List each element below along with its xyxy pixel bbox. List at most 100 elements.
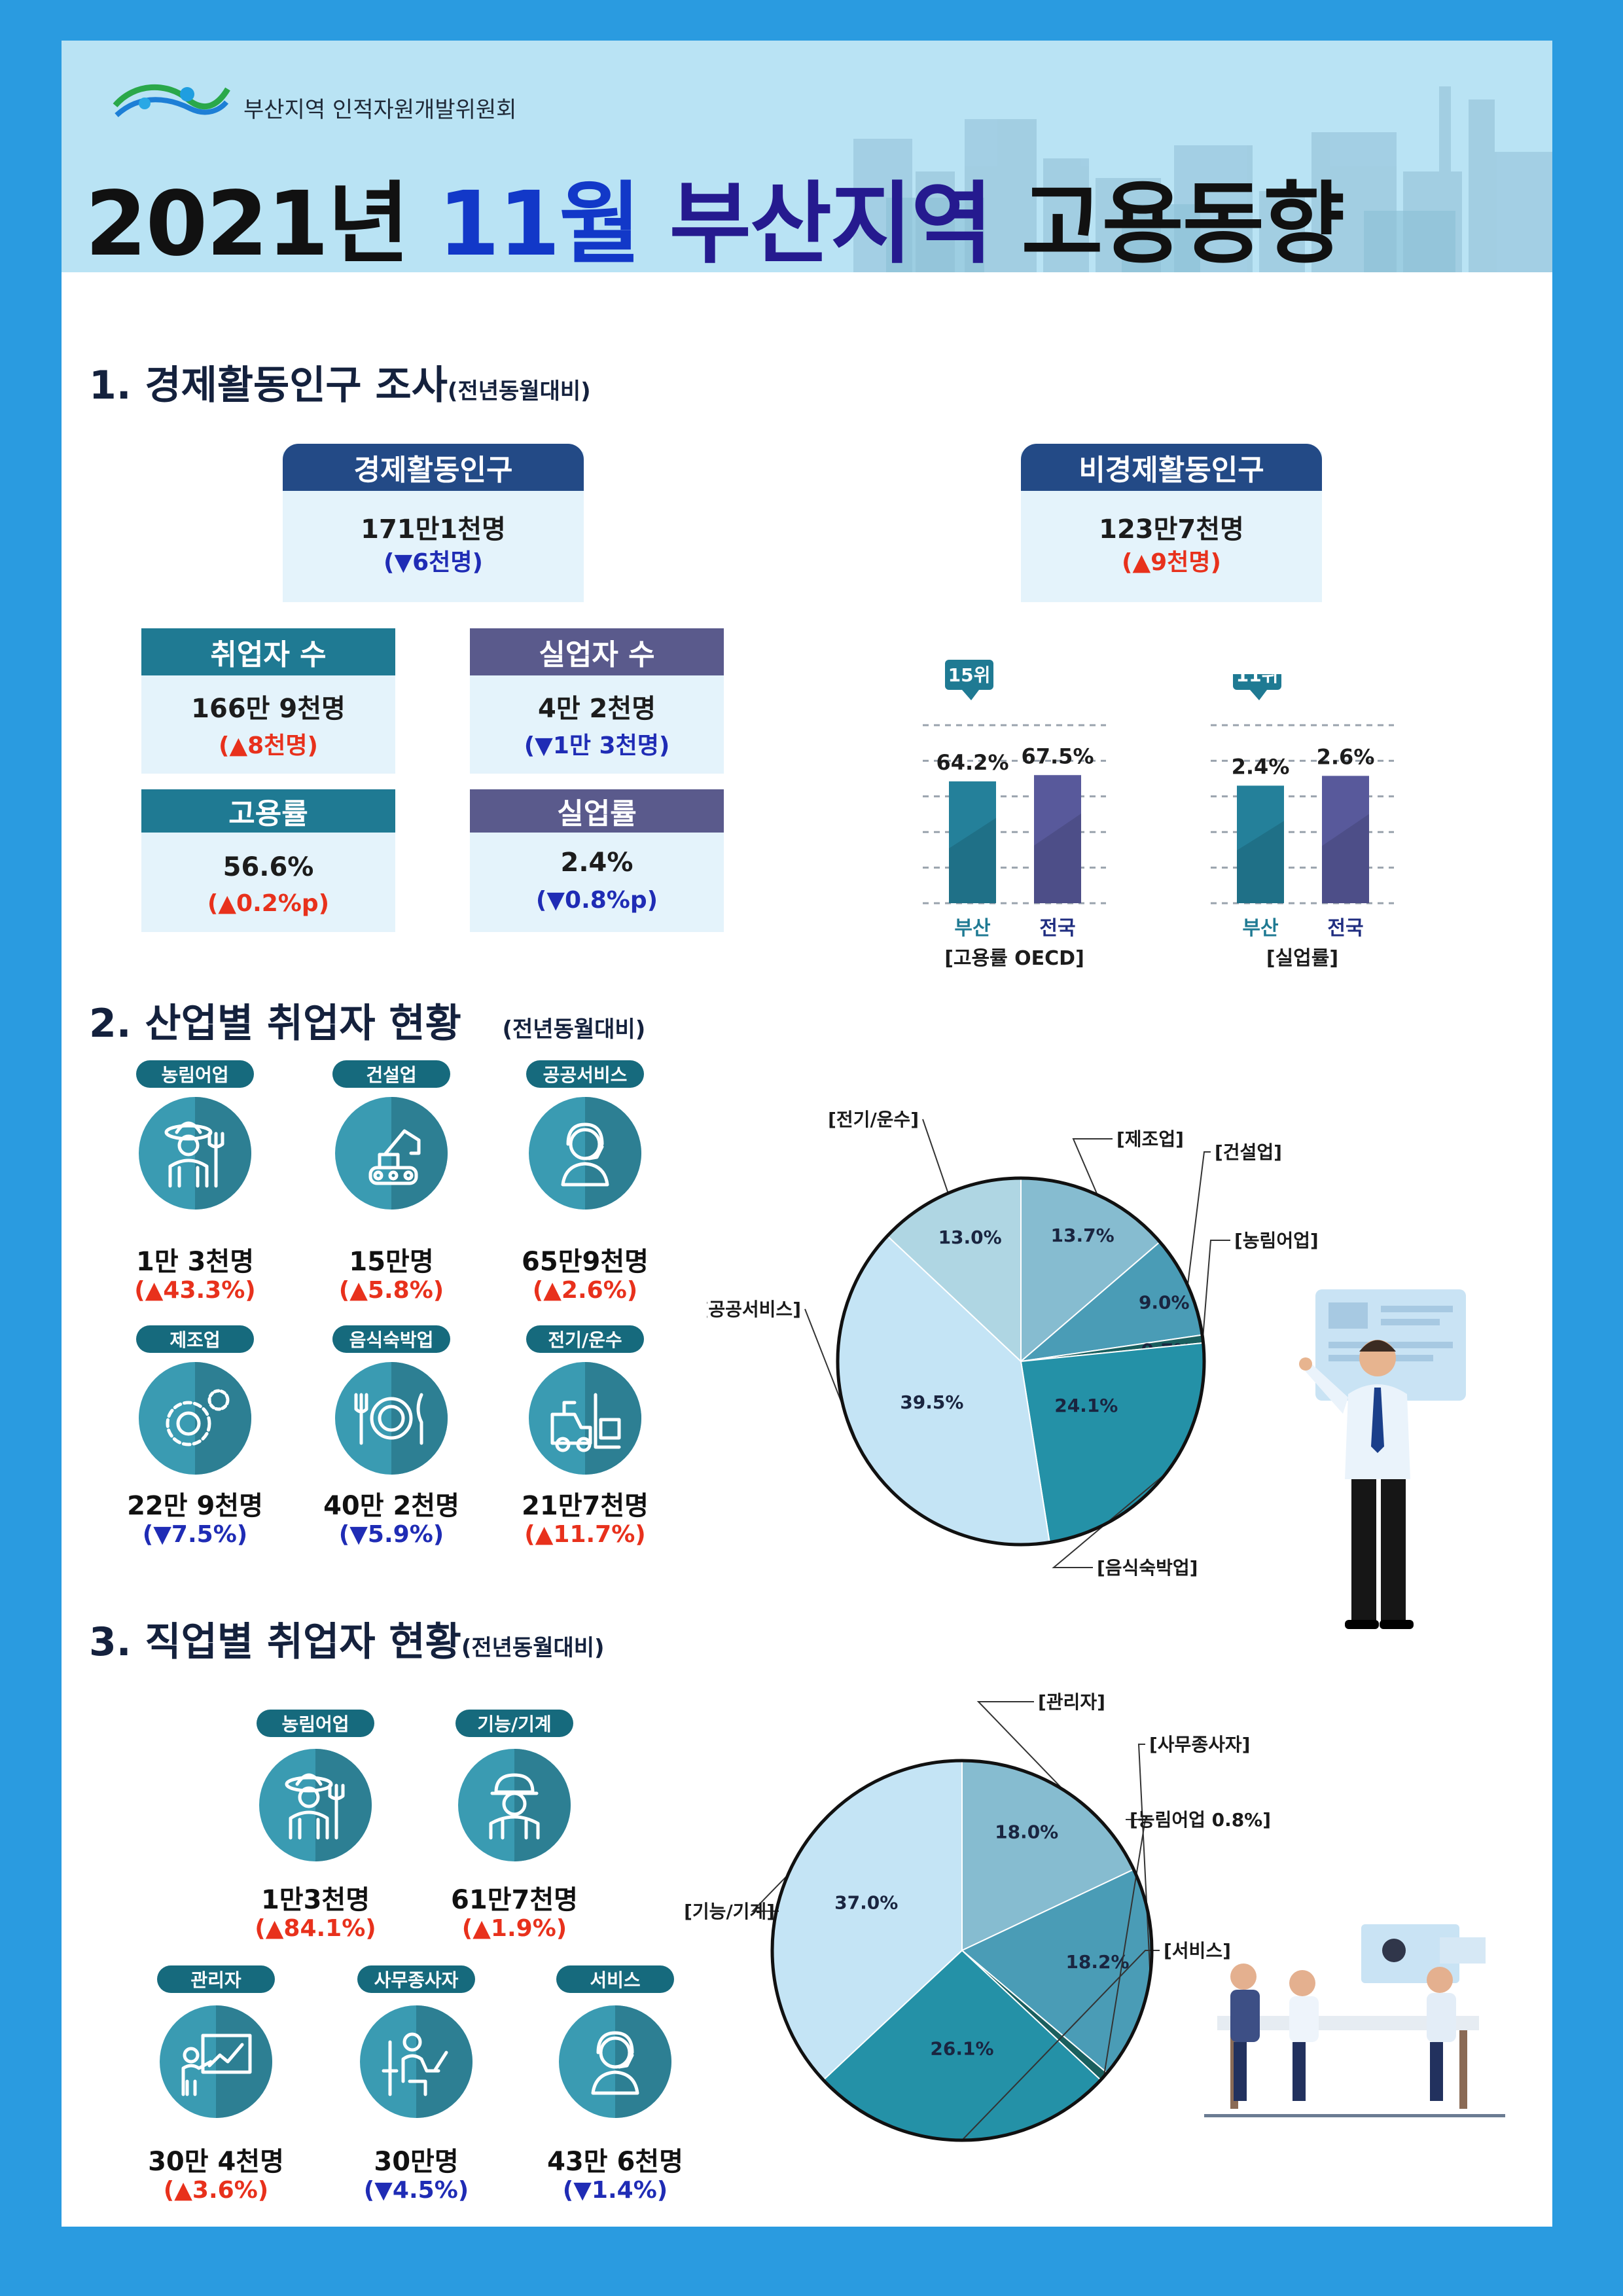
pie-category-label: [관리자] bbox=[1038, 1691, 1105, 1713]
category-icon bbox=[458, 1749, 571, 1861]
category-icon bbox=[559, 2005, 671, 2118]
category-change: (▲5.8%) bbox=[338, 1277, 444, 1304]
category-value: 30만 4천명 bbox=[148, 2147, 284, 2177]
header-banner bbox=[62, 41, 1552, 272]
employed-value: 166만 9천명 bbox=[191, 694, 346, 724]
category-change: (▼5.9%) bbox=[338, 1521, 444, 1548]
category-change: (▲11.7%) bbox=[524, 1521, 646, 1548]
page-title: 2021년 11월 부산지역 고용동향 bbox=[85, 152, 1345, 281]
active-pop-value: 171만1천명 bbox=[361, 514, 506, 545]
pie-value-label: 26.1% bbox=[930, 2038, 993, 2060]
category-change: (▲1.9%) bbox=[461, 1915, 567, 1942]
pie-leader-line bbox=[1072, 1138, 1113, 1195]
category-pill: 전기/운수 bbox=[526, 1325, 644, 1353]
title-rest: 고용동향 bbox=[1021, 173, 1345, 276]
pie-value-label: 9.0% bbox=[1139, 1292, 1190, 1314]
bar-rect bbox=[1237, 785, 1284, 903]
category-change: (▼4.5%) bbox=[363, 2177, 469, 2204]
bar-shade bbox=[1237, 821, 1284, 903]
employment-rate-label: 고용률 bbox=[141, 789, 395, 833]
category-change: (▲3.6%) bbox=[163, 2177, 269, 2204]
title-region: 부산지역 bbox=[669, 173, 993, 276]
bar-rect bbox=[949, 781, 996, 903]
section3-title-text: 3. 직업별 취업자 현황 bbox=[89, 1619, 461, 1665]
category-value: 40만 2천명 bbox=[323, 1491, 459, 1521]
category-value: 1만3천명 bbox=[260, 1885, 370, 1915]
pie-leader-line bbox=[751, 1874, 789, 1912]
organization-logo bbox=[113, 84, 230, 118]
title-month: 11월 bbox=[438, 173, 641, 276]
category-pill: 공공서비스 bbox=[526, 1060, 644, 1088]
industry-pie-chart: 13.7%[제조업]9.0%[건설업]0.7%[농림어업]24.1%[음식숙박업… bbox=[707, 1109, 1319, 1579]
section3-title: 3. 직업별 취업자 현황(전년동월대비) bbox=[89, 1610, 605, 1667]
category-icon bbox=[139, 1097, 251, 1210]
category-change: (▲2.6%) bbox=[532, 1277, 638, 1304]
employment-rate-value: 56.6% bbox=[223, 852, 314, 882]
pie-category-label: [제조업] bbox=[1116, 1128, 1184, 1150]
pie-leader-line bbox=[1052, 1473, 1167, 1568]
category-value: 43만 6천명 bbox=[547, 2147, 683, 2177]
category-pill: 음식숙박업 bbox=[332, 1325, 450, 1353]
bar-category-label: 부산 bbox=[954, 917, 991, 940]
pie-category-label: [서비스] bbox=[1164, 1940, 1231, 1962]
unemployed-label: 실업자 수 bbox=[470, 628, 724, 675]
active-pop-change: (▼6천명) bbox=[383, 549, 483, 576]
unemployed-change: (▼1만 3천명) bbox=[524, 732, 670, 759]
category-pill: 서비스 bbox=[556, 1965, 674, 1993]
bar-rect bbox=[1322, 776, 1369, 903]
section2-title-text: 2. 산업별 취업자 현황 bbox=[89, 1001, 461, 1047]
category-icon bbox=[139, 1362, 251, 1475]
meeting-illustration bbox=[1204, 1924, 1505, 2117]
category-value: 30만명 bbox=[374, 2147, 459, 2177]
pie-value-label: 13.0% bbox=[938, 1227, 1002, 1248]
unemployment-rate-label: 실업률 bbox=[470, 789, 724, 833]
section1-subtitle: (전년동월대비) bbox=[447, 378, 591, 404]
inactive-pop-value: 123만7천명 bbox=[1099, 514, 1244, 545]
unemployed-value: 4만 2천명 bbox=[538, 694, 656, 724]
bar-1 bbox=[1034, 775, 1081, 903]
pie-leader-line bbox=[1186, 1151, 1211, 1286]
bar-value-label: 2.4% bbox=[1232, 754, 1290, 779]
pie-value-label: 39.5% bbox=[900, 1391, 963, 1413]
pie-category-label: [건설업] bbox=[1215, 1141, 1282, 1163]
inactive-pop-change: (▲9천명) bbox=[1122, 549, 1221, 576]
category-pill: 기능/기계 bbox=[455, 1710, 573, 1737]
bar-0 bbox=[949, 781, 996, 903]
bar-chart-xlabel: [실업률] bbox=[1266, 947, 1338, 970]
bar-category-label: 부산 bbox=[1242, 917, 1279, 940]
pie-leader-line bbox=[922, 1119, 949, 1194]
pie-leader-line bbox=[961, 1950, 1160, 2141]
unemployment-rate-value: 2.4% bbox=[560, 848, 633, 878]
bar-value-label: 64.2% bbox=[936, 750, 1008, 775]
category-pill: 제조업 bbox=[136, 1325, 254, 1353]
category-value: 15만명 bbox=[349, 1247, 434, 1277]
bar-rect bbox=[1034, 775, 1081, 903]
rank-badge: 11위 bbox=[1233, 674, 1281, 700]
bar-shade bbox=[1034, 813, 1081, 903]
pie-value-label: 18.0% bbox=[995, 1821, 1058, 1843]
employment-rate-change: (▲0.2%p) bbox=[207, 890, 330, 917]
pie-value-label: 24.1% bbox=[1054, 1395, 1118, 1416]
bar-shade bbox=[1322, 814, 1369, 903]
pie-value-label: 13.7% bbox=[1051, 1225, 1115, 1246]
bar-chart-xlabel: [고용률 OECD] bbox=[944, 947, 1084, 970]
pie-value-label: 18.2% bbox=[1065, 1951, 1129, 1973]
bar-1 bbox=[1322, 776, 1369, 903]
pie-category-label: [음식숙박업] bbox=[1097, 1557, 1198, 1579]
pie-leader-line bbox=[1202, 1240, 1230, 1339]
pie-leader-line bbox=[1137, 1744, 1151, 1975]
category-value: 1만 3천명 bbox=[136, 1247, 254, 1277]
category-icon bbox=[529, 1362, 641, 1475]
bar-value-label: 2.6% bbox=[1317, 744, 1375, 769]
pie-slice bbox=[1020, 1342, 1205, 1543]
rank-badge: 15위 bbox=[945, 660, 993, 700]
category-icon bbox=[160, 2005, 272, 2118]
bar-category-label: 전국 bbox=[1039, 917, 1075, 940]
section1-title: 1. 경제활동인구 조사(전년동월대비) bbox=[89, 353, 591, 410]
category-value: 22만 9천명 bbox=[127, 1491, 263, 1521]
category-pill: 건설업 bbox=[332, 1060, 450, 1088]
pie-outline bbox=[770, 1759, 1154, 2142]
unemployment-rate-bar-chart: 2.4% 부산 2.6% 전국 11위 [실업률] bbox=[1211, 674, 1394, 970]
section2-subtitle: (전년동월대비) bbox=[502, 1016, 646, 1043]
rank-badge-text: 11위 bbox=[1236, 674, 1279, 686]
